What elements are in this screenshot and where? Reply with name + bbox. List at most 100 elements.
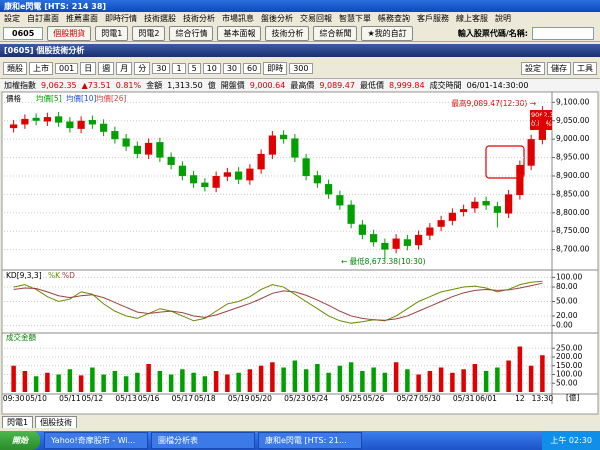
candle-body xyxy=(55,116,63,123)
menu-item[interactable]: 技術分析 xyxy=(183,13,215,23)
x-tick-label: 05/20 xyxy=(250,394,272,403)
candle-body xyxy=(516,164,524,196)
code-box[interactable]: 0605 xyxy=(3,26,44,40)
volume-bar xyxy=(393,362,399,392)
annotation-high: 最高9,089.47(12:30) → xyxy=(451,98,536,108)
y-tick-label: 8,900.00 xyxy=(556,171,590,180)
control[interactable]: 類股 xyxy=(3,61,27,75)
toolbar-button[interactable]: 閃電2 xyxy=(132,25,166,41)
toolbar-button[interactable]: 綜合行情 xyxy=(169,25,214,41)
highlight-box xyxy=(485,145,525,179)
control[interactable]: 1 xyxy=(172,62,186,74)
tab[interactable]: 個股技術 xyxy=(35,416,78,428)
volume-bar xyxy=(303,369,309,392)
control[interactable]: 60 xyxy=(243,62,262,74)
tabs: 閃電1 個股技術 xyxy=(0,416,600,428)
legend-entry: %D xyxy=(62,271,75,280)
menu-item[interactable]: 即時行情 xyxy=(105,13,137,23)
x-tick-label: 05/24 xyxy=(307,394,329,403)
panel-title: [0605] 個股技術分析 xyxy=(4,46,85,55)
toolbar-button[interactable]: 個股期貨 xyxy=(47,25,92,41)
menu-item[interactable]: 技術選股 xyxy=(144,13,176,23)
control[interactable]: 週 xyxy=(98,61,115,75)
toolbar-button[interactable]: 閃電1 xyxy=(95,25,129,41)
quote-field: 1,313.50 xyxy=(167,80,203,90)
y-tick-label: 20.00 xyxy=(556,311,578,320)
candle-body xyxy=(527,139,535,166)
toolbar-button[interactable]: 技術分析 xyxy=(265,25,310,41)
start-button[interactable]: 開始 xyxy=(0,431,40,450)
quote-row: 加權指數 9,062.35 ▲73.51 0.81% 金額 1,313.50 億開盤價 9,0… xyxy=(0,78,600,91)
volume-bar xyxy=(517,346,523,392)
control[interactable]: 30 xyxy=(222,62,242,74)
control[interactable]: 即時 xyxy=(263,61,288,75)
candle-body xyxy=(235,171,243,180)
candle-body xyxy=(280,134,288,140)
panel-button[interactable]: 設定 xyxy=(521,61,545,75)
menu-item[interactable]: 智慧下單 xyxy=(339,13,371,23)
x-tick-label: 09:30 xyxy=(3,394,25,403)
y-tick-label: 8,700.00 xyxy=(556,245,590,254)
control[interactable]: 上市 xyxy=(29,61,53,75)
menu-item[interactable]: 線上客服 xyxy=(456,13,488,23)
menu-item[interactable]: 市場訊息 xyxy=(222,13,254,23)
control[interactable]: 月 xyxy=(116,61,133,75)
menu-item[interactable]: 客戶服務 xyxy=(417,13,449,23)
volume-bar xyxy=(225,374,230,392)
window-title: 康和e閃電 [HTS: 214 38] xyxy=(4,1,107,11)
volume-bar xyxy=(78,375,84,392)
volume-bar xyxy=(258,365,264,392)
task-button[interactable]: 康和e閃電 [HTS: 21... xyxy=(258,432,362,449)
panel-button[interactable]: 儲存 xyxy=(547,61,571,75)
menu-item[interactable]: 自訂畫面 xyxy=(27,13,59,23)
menu-item[interactable]: 說明 xyxy=(495,13,511,23)
menu-item[interactable]: 盤後分析 xyxy=(261,13,293,23)
menu-item[interactable]: 推薦畫面 xyxy=(66,13,98,23)
candle-body xyxy=(223,172,231,177)
volume-bar xyxy=(281,367,286,392)
quote-field: 0.81% xyxy=(115,80,142,90)
quote-field: 億 xyxy=(207,80,216,90)
control[interactable]: 分 xyxy=(134,61,151,75)
control[interactable]: 10 xyxy=(202,62,221,74)
volume-bar xyxy=(315,364,320,392)
control[interactable]: 5 xyxy=(187,62,201,74)
volume-bar xyxy=(135,372,140,392)
volume-bar xyxy=(146,364,151,392)
x-tick-label: 12 xyxy=(515,394,525,403)
candle-body xyxy=(370,234,378,243)
candle-body xyxy=(43,117,51,122)
volume-bar xyxy=(236,372,241,392)
y-tick-label: 9,050.00 xyxy=(556,116,590,125)
volume-bar xyxy=(11,365,16,392)
annotation-low: ← 最低8,673.38(10:30) xyxy=(341,256,426,266)
task-button[interactable]: Yahoo!奇摩股市 - Wi... xyxy=(44,432,148,449)
panel-button[interactable]: 工具 xyxy=(573,61,597,75)
volume-bar xyxy=(270,362,275,392)
menu-item[interactable]: 設定 xyxy=(4,13,20,23)
volume-bar xyxy=(213,371,219,392)
control[interactable]: 300 xyxy=(289,62,313,74)
tab[interactable]: 閃電1 xyxy=(2,416,34,428)
menu-item[interactable]: 帳務查詢 xyxy=(378,13,410,23)
toolbar-button[interactable]: ★我的自訂 xyxy=(361,25,413,41)
x-tick-label: 05/12 xyxy=(82,394,104,403)
task-button[interactable]: 圖檔分析表 xyxy=(151,432,255,449)
quote-field: ▲73.51 xyxy=(81,80,111,90)
y-tick-label: 80.00 xyxy=(556,282,578,291)
menu-item[interactable]: 交易回報 xyxy=(300,13,332,23)
control[interactable]: 001 xyxy=(55,62,79,74)
control[interactable]: 日 xyxy=(80,61,97,75)
quote-field: 開盤價 xyxy=(220,80,245,90)
candle-body xyxy=(336,195,344,206)
search-input[interactable] xyxy=(532,26,594,40)
toolbar-button[interactable]: 綜合新聞 xyxy=(313,25,358,41)
control[interactable]: 30 xyxy=(152,62,171,74)
y-tick-label: 100.00 xyxy=(556,272,582,281)
volume-bar xyxy=(348,362,354,392)
x-tick-label: 05/30 xyxy=(419,394,441,403)
candle-body xyxy=(482,201,490,206)
toolbar-button[interactable]: 基本面報 xyxy=(217,25,262,41)
title-bar: 康和e閃電 [HTS: 214 38] xyxy=(0,0,600,12)
x-tick-label: 05/18 xyxy=(194,394,216,403)
